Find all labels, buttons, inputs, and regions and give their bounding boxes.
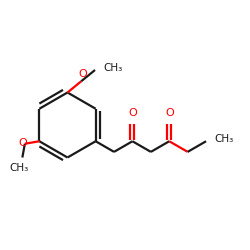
Text: O: O [78,69,87,79]
Text: CH₃: CH₃ [103,63,122,73]
Text: CH₃: CH₃ [214,134,233,144]
Text: O: O [165,108,174,118]
Text: O: O [18,138,27,147]
Text: O: O [128,108,137,118]
Text: CH₃: CH₃ [10,163,29,173]
